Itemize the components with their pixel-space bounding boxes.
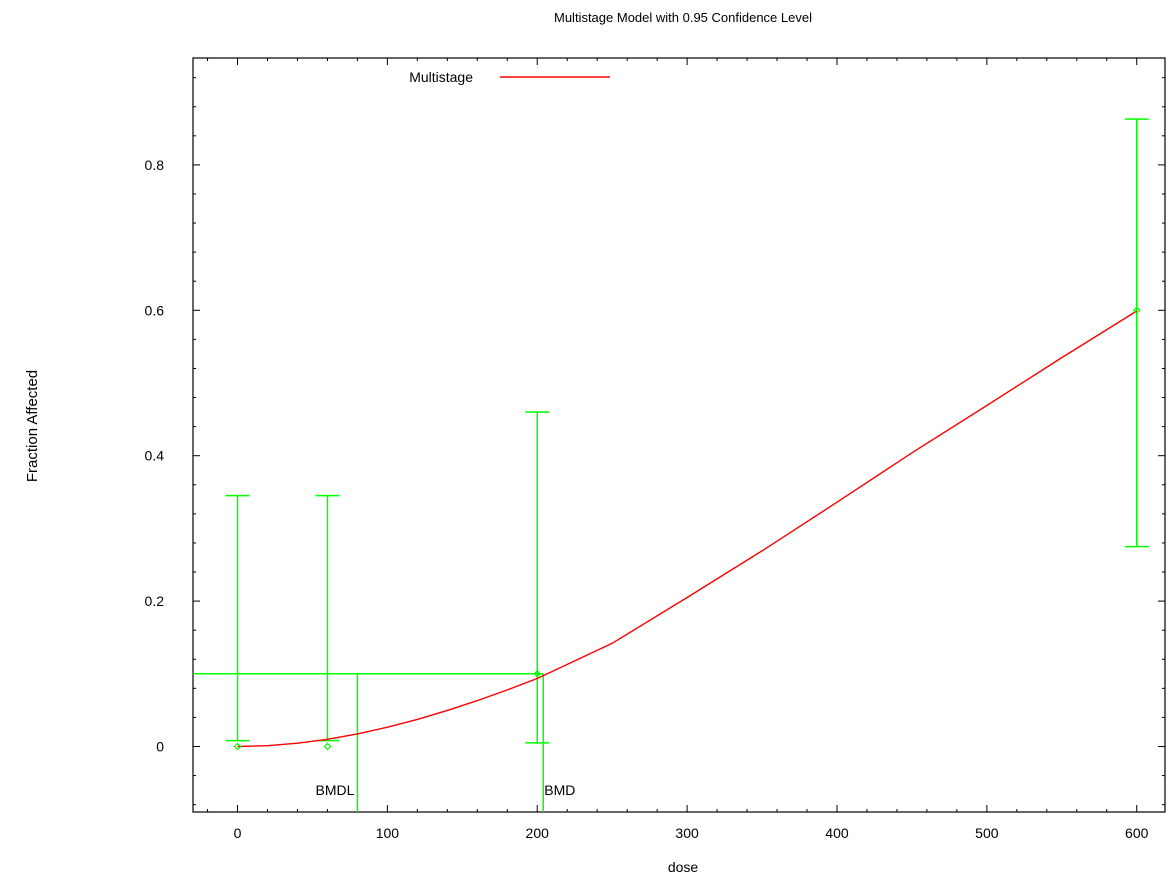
legend-label: Multistage <box>409 69 473 85</box>
x-tick-label: 500 <box>975 825 999 841</box>
observed-point <box>533 669 542 678</box>
x-tick-label: 300 <box>675 825 699 841</box>
observed-point <box>1132 306 1141 315</box>
y-tick-label: 0.6 <box>145 302 165 318</box>
y-tick-label: 0 <box>156 739 164 755</box>
observed-point <box>233 742 242 751</box>
chart-title: Multistage Model with 0.95 Confidence Le… <box>554 10 812 25</box>
x-tick-label: 400 <box>825 825 849 841</box>
observed-point <box>323 742 332 751</box>
bmdl-label: BMDL <box>315 782 354 798</box>
x-axis-label: dose <box>668 859 699 875</box>
x-tick-label: 100 <box>376 825 400 841</box>
y-tick-label: 0.2 <box>145 593 165 609</box>
y-tick-label: 0.4 <box>145 448 165 464</box>
x-tick-label: 600 <box>1125 825 1149 841</box>
model-curve-line <box>237 310 1138 748</box>
bmr-reference-lines <box>193 673 544 812</box>
plot-frame <box>192 57 1166 813</box>
y-axis-label: Fraction Affected <box>24 370 41 482</box>
plot-area: 0 100 200 300 400 500 600 0 0.2 0.4 0.6 0.8 BMDL BMD M… <box>145 57 1166 841</box>
y-tick-label: 0.8 <box>145 157 165 173</box>
x-tick-label: 0 <box>234 825 242 841</box>
x-tick-label: 200 <box>526 825 550 841</box>
bmd-label: BMD <box>544 782 575 798</box>
